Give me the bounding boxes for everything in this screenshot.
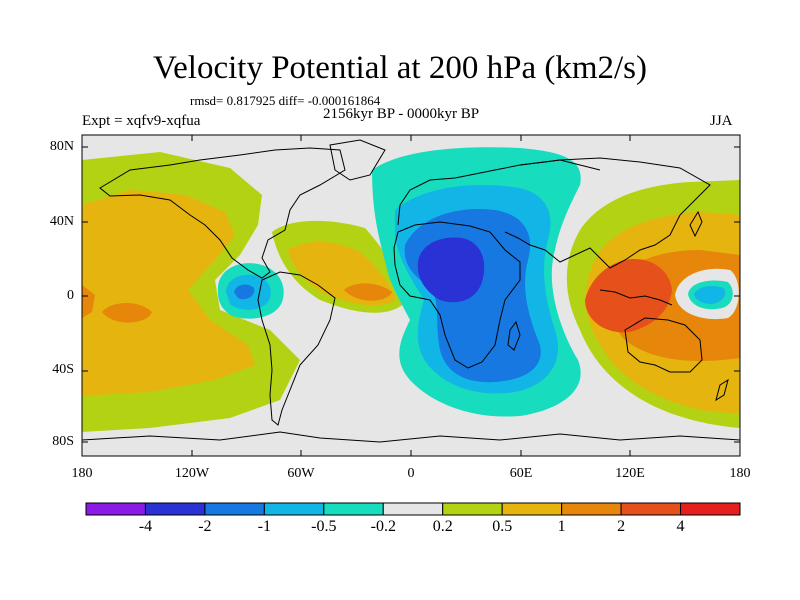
lon-label-0: 0 — [407, 466, 415, 481]
lat-label-80n: 80N — [49, 139, 74, 154]
lon-label-60w: 60W — [287, 466, 315, 481]
coast-indonesia — [599, 289, 673, 306]
experiment-label: Expt = xqfv9-xqfua — [82, 113, 201, 129]
colorbar-swatch — [680, 502, 741, 516]
colorbar-label: -0.2 — [370, 518, 396, 535]
colorbar-label: -2 — [198, 518, 212, 535]
lat-label-40s: 40S — [52, 362, 74, 377]
lon-label-60e: 60E — [509, 466, 533, 481]
coast-north-america — [99, 147, 346, 279]
contour-west-pacific-1b — [82, 285, 95, 318]
contour-atlantic-1 — [344, 283, 392, 301]
colorbar-swatch — [561, 502, 622, 516]
lon-label-120w: 120W — [174, 466, 210, 481]
colorbar-label: -1 — [257, 518, 272, 535]
coast-antarctica — [82, 431, 740, 443]
colorbar-swatch — [204, 502, 265, 516]
colorbar — [85, 502, 741, 516]
colorbar-swatch — [144, 502, 206, 516]
colorbar-label: -0.5 — [311, 518, 337, 535]
coast-africa — [393, 221, 521, 369]
coast-new-zealand — [715, 378, 729, 402]
lon-label-120e: 120E — [615, 466, 645, 481]
colorbar-label: 0.2 — [432, 518, 453, 535]
colorbar-label: 4 — [676, 518, 685, 535]
contour-west-pacific-1 — [102, 303, 152, 323]
colorbar-swatch — [382, 502, 444, 516]
coast-madagascar — [507, 320, 521, 351]
contour-africa-2 — [417, 237, 485, 303]
colorbar-label: 1 — [557, 518, 566, 535]
colorbar-swatch — [263, 502, 325, 516]
axis-ticks — [81, 135, 741, 456]
colorbar-label: 0.5 — [492, 518, 513, 535]
season-label: JJA — [710, 113, 733, 129]
lat-label-80s: 80S — [52, 434, 74, 449]
map-title: Velocity Potential at 200 hPa (km2/s) — [152, 50, 648, 86]
lat-label-40n: 40N — [49, 214, 74, 229]
colorbar-label: 2 — [617, 518, 626, 535]
coast-europe — [397, 159, 601, 226]
coast-greenland — [329, 139, 386, 181]
contour-indopacific-2 — [585, 259, 672, 333]
lon-label-180e: 180 — [729, 466, 751, 481]
coast-australia — [624, 317, 703, 373]
colorbar-swatch — [323, 502, 384, 516]
coastlines — [82, 139, 740, 443]
coast-south-america — [257, 271, 336, 426]
coast-japan — [689, 210, 703, 238]
colorbar-swatch — [501, 502, 563, 516]
lon-label-180w: 180 — [71, 466, 93, 481]
colorbar-label: -4 — [138, 518, 153, 535]
stats-label: rmsd= 0.817925 diff= -0.000161864 — [190, 93, 381, 108]
contour-west-pacific-05 — [82, 190, 255, 396]
lat-label-eq: 0 — [67, 288, 74, 303]
colorbar-swatch — [620, 502, 682, 516]
colorbar-swatch — [85, 502, 146, 516]
contour-east-pacific-1 — [234, 284, 255, 300]
colorbar-swatch — [442, 502, 503, 516]
period-label: 2156kyr BP - 0000kyr BP — [323, 106, 480, 122]
contour-dateline-05 — [694, 286, 726, 304]
coast-asia — [504, 157, 711, 269]
